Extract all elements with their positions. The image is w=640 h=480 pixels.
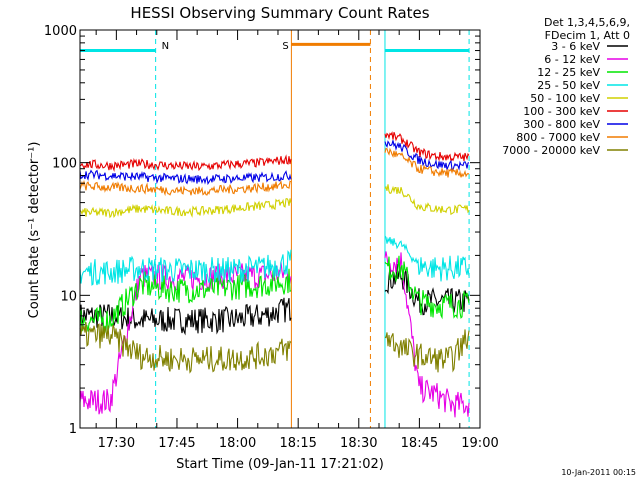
legend-label: 100 - 300 keV bbox=[523, 105, 600, 118]
x-tick-label: 19:00 bbox=[461, 436, 498, 451]
legend-label: 25 - 50 keV bbox=[537, 79, 600, 92]
x-tick-label: 18:45 bbox=[401, 436, 438, 451]
series-line-50-100kev-1 bbox=[79, 197, 292, 219]
footer-timestamp: 10-Jan-2011 00:15 bbox=[561, 468, 636, 477]
legend-label: 7000 - 20000 keV bbox=[502, 144, 600, 157]
legend-header: Det 1,3,4,5,6,9, bbox=[544, 16, 630, 29]
legend-header: FDecim 1, Att 0 bbox=[545, 29, 630, 42]
x-tick-label: 18:00 bbox=[219, 436, 256, 451]
series-line-3-6kev-2 bbox=[384, 264, 470, 316]
series-line-800-7000kev-1 bbox=[79, 179, 291, 197]
series-line-7000-20000kev-2 bbox=[384, 329, 470, 373]
y-axis-label: Count Rate (s⁻¹ detector⁻¹) bbox=[27, 142, 42, 319]
series-line-3-6kev-1 bbox=[79, 297, 292, 336]
series-line-800-7000kev-2 bbox=[384, 147, 470, 178]
legend-label: 300 - 800 keV bbox=[523, 118, 600, 131]
legend: Det 1,3,4,5,6,9,FDecim 1, Att 03 - 6 keV… bbox=[502, 16, 630, 157]
y-tick-label: 1000 bbox=[44, 24, 77, 39]
series-line-25-50kev-2 bbox=[384, 235, 470, 282]
legend-label: 800 - 7000 keV bbox=[516, 131, 600, 144]
flag-letter-n: N bbox=[162, 41, 169, 52]
series-line-50-100kev-2 bbox=[384, 184, 470, 216]
y-tick-label: 10 bbox=[60, 289, 77, 304]
series-line-6-12kev-1 bbox=[79, 261, 292, 415]
y-tick-label: 1 bbox=[69, 422, 77, 437]
series-line-300-800kev-1 bbox=[79, 169, 292, 186]
chart-title: HESSI Observing Summary Count Rates bbox=[130, 4, 429, 22]
legend-label: 12 - 25 keV bbox=[537, 66, 600, 79]
series-line-100-300kev-2 bbox=[384, 131, 470, 163]
series-line-100-300kev-1 bbox=[79, 154, 292, 172]
x-tick-label: 18:30 bbox=[340, 436, 377, 451]
legend-label: 6 - 12 keV bbox=[544, 53, 600, 66]
legend-label: 3 - 6 keV bbox=[551, 40, 600, 53]
x-tick-label: 17:30 bbox=[98, 436, 135, 451]
series-line-300-800kev-2 bbox=[384, 140, 470, 171]
y-tick-label: 100 bbox=[52, 157, 77, 172]
x-axis-label: Start Time (09-Jan-11 17:21:02) bbox=[176, 457, 384, 472]
series-line-12-25kev-1 bbox=[79, 268, 292, 333]
x-tick-label: 17:45 bbox=[158, 436, 195, 451]
plot-frame bbox=[79, 29, 481, 429]
series-line-25-50kev-1 bbox=[79, 249, 292, 286]
series-line-12-25kev-2 bbox=[384, 255, 470, 320]
legend-label: 50 - 100 keV bbox=[530, 92, 600, 105]
flag-letter-s: S bbox=[282, 41, 288, 52]
series-line-7000-20000kev-1 bbox=[79, 322, 292, 374]
x-tick-label: 18:15 bbox=[279, 436, 316, 451]
